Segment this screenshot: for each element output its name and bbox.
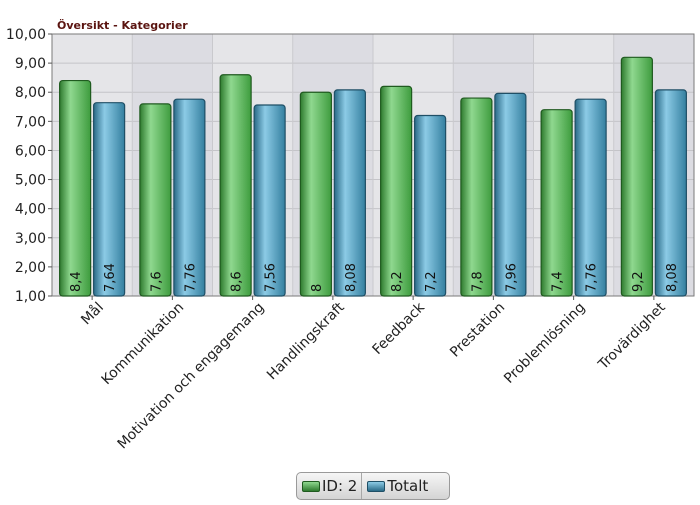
y-tick-label: 9,00 [15,56,46,72]
data-label-series-0: 7,6 [149,271,164,292]
legend-swatch-series-1 [367,480,386,492]
bar-series-1 [253,104,286,297]
y-tick-label: 2,00 [15,260,46,276]
bar-series-1 [414,114,447,297]
data-label-series-0: 8 [310,284,325,292]
legend-label-series-1: Totalt [387,477,429,495]
bar-series-0 [219,74,252,297]
y-tick-label: 7,00 [15,114,46,130]
x-tick-label: Handlingskraft [264,299,348,383]
x-tick-label: Kommunikation [99,300,188,389]
bar-series-1 [654,89,687,297]
data-label-series-1: 7,2 [424,271,439,292]
y-tick-label: 6,00 [15,143,46,159]
legend-item-series-0[interactable]: ID: 2 [297,473,361,499]
plot-border [51,33,695,297]
x-tick-label: Mål [78,299,107,328]
data-label-series-0: 7,8 [470,271,485,292]
data-label-series-1: 7,76 [183,263,198,292]
legend-swatch-series-0 [302,480,320,492]
bar-series-0 [380,85,413,297]
x-tick-label: Problemlösning [501,300,588,387]
bar-series-0 [460,97,493,297]
data-label-series-1: 7,56 [264,263,279,292]
x-tick-label: Prestation [447,300,508,361]
y-tick-label: 1,00 [15,289,46,305]
x-tick-label: Motivation och engagemang [115,300,268,453]
legend-label-series-0: ID: 2 [322,477,358,495]
bar-chart: Översikt - Kategorier 1,00 2,00 3,00 4,00 5,… [6,18,695,452]
bar-series-1 [494,92,527,297]
data-label-series-1: 7,76 [585,263,600,292]
bar-series-0 [299,91,332,297]
data-label-series-0: 9,2 [631,271,646,292]
y-tick-label: 10,00 [6,27,46,43]
bar-series-1 [93,102,126,297]
data-label-series-1: 8,08 [665,263,680,292]
y-tick-label: 3,00 [15,231,46,247]
data-label-series-0: 8,2 [390,271,405,292]
legend-item-series-1[interactable]: Totalt [361,473,432,499]
bar-series-0 [620,56,653,297]
bar-series-1 [574,98,607,297]
y-axis: 1,00 2,00 3,00 4,00 5,00 6,00 7,00 8,00 9,00 10,0… [6,27,52,305]
data-label-series-0: 8,6 [230,271,245,292]
y-tick-label: 8,00 [15,85,46,101]
bar-series-1 [173,98,206,297]
data-label-series-1: 7,64 [103,263,118,292]
y-tick-label: 5,00 [15,173,46,189]
bar-series-1 [333,89,366,297]
bar-series-0 [540,109,573,297]
x-tick-label: Feedback [369,299,428,358]
data-label-series-1: 8,08 [344,263,359,292]
data-label-series-1: 7,96 [504,263,519,292]
data-label-series-0: 7,4 [551,271,566,292]
x-tick-label: Trovärdighet [595,299,669,373]
y-tick-label: 4,00 [15,202,46,218]
bar-series-0 [139,103,172,297]
bar-series-0 [59,79,92,297]
legend: ID: 2 Totalt [296,472,450,500]
chart-title: Översikt - Kategorier [57,18,188,32]
bars: 8,4 7,64 7,6 7,76 8,6 7,56 8 8,08 8,2 7,2 7,8 7,96 7… [59,56,687,297]
data-label-series-0: 8,4 [69,271,84,292]
